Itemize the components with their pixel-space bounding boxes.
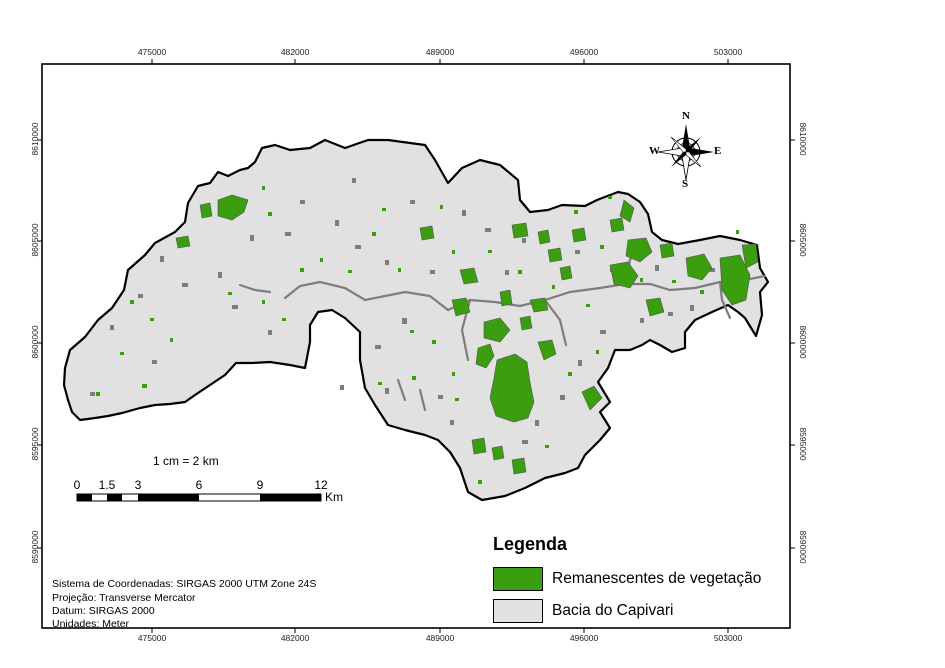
compass-north-label: N xyxy=(682,110,690,122)
info-projection: Projeção: Transverse Mercator xyxy=(52,592,196,604)
y-tick-label: 8590000 xyxy=(30,530,40,564)
basin-polygon xyxy=(62,138,770,502)
legend-label-basin: Bacia do Capivari xyxy=(552,602,674,619)
x-tick-label: 503000 xyxy=(713,47,743,57)
scale-label: 1.5 xyxy=(98,478,116,492)
legend-swatch-vegetation xyxy=(493,567,543,591)
x-tick-label: 475000 xyxy=(137,633,167,643)
legend-label-vegetation: Remanescentes de vegetação xyxy=(552,570,762,587)
y-tick-label: 8610000 xyxy=(30,122,40,156)
scale-label: 9 xyxy=(256,478,264,492)
scale-label: 0 xyxy=(73,478,81,492)
y-tick-label: 8595000 xyxy=(798,427,808,461)
scale-unit: Km xyxy=(325,490,343,504)
compass-rose xyxy=(657,124,714,181)
y-tick-label: 8610000 xyxy=(798,122,808,156)
info-units: Unidades: Meter xyxy=(52,618,130,630)
vegetation-small-patches xyxy=(96,186,739,484)
legend-title: Legenda xyxy=(493,534,568,554)
x-tick-label: 503000 xyxy=(713,633,743,643)
map-frame xyxy=(41,63,791,629)
x-tick-label: 496000 xyxy=(569,47,599,57)
compass-east-label: E xyxy=(714,145,722,157)
compass-west-label: W xyxy=(649,145,660,157)
x-tick-label: 482000 xyxy=(280,47,310,57)
compass-south-label: S xyxy=(682,178,689,190)
scale-bar xyxy=(76,493,322,502)
y-tick-label: 8605000 xyxy=(798,223,808,257)
y-tick-label: 8595000 xyxy=(30,427,40,461)
x-tick-label: 489000 xyxy=(425,633,455,643)
info-coordinate-system: Sistema de Coordenadas: SIRGAS 2000 UTM … xyxy=(52,578,317,590)
x-tick-label: 496000 xyxy=(569,633,599,643)
x-tick-label: 475000 xyxy=(137,47,167,57)
scale-label: 6 xyxy=(195,478,203,492)
legend-swatch-basin xyxy=(493,599,543,623)
info-datum: Datum: SIRGAS 2000 xyxy=(52,605,155,617)
y-tick-label: 8600000 xyxy=(798,325,808,359)
scale-label: 3 xyxy=(134,478,142,492)
y-tick-label: 8590000 xyxy=(798,530,808,564)
y-tick-label: 8605000 xyxy=(30,223,40,257)
grid-ticks xyxy=(37,59,795,633)
scale-label: 12 xyxy=(314,478,328,492)
vegetation-remnants xyxy=(175,194,759,475)
x-tick-label: 482000 xyxy=(280,633,310,643)
drainage-fragments xyxy=(90,178,715,444)
y-tick-label: 8600000 xyxy=(30,325,40,359)
x-tick-label: 489000 xyxy=(425,47,455,57)
scale-ratio: 1 cm = 2 km xyxy=(153,454,219,468)
